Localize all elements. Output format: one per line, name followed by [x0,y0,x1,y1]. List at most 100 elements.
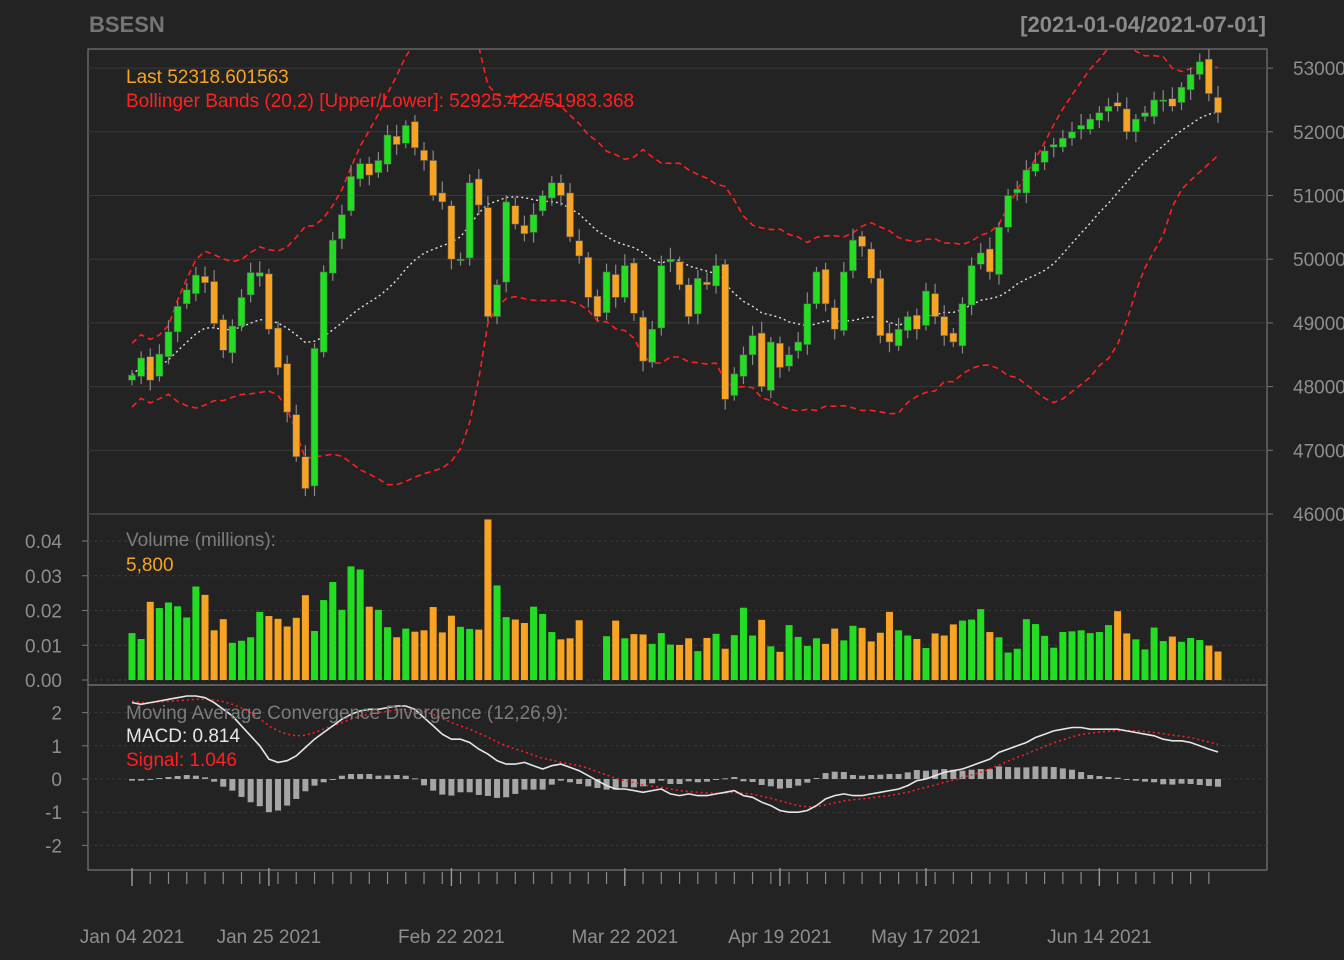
candle-body [1195,61,1204,75]
macd-histogram-bar [612,779,619,790]
volume-bar [867,641,875,680]
candle-body [255,272,264,277]
volume-bar [895,630,903,680]
volume-bar [384,627,392,680]
candle-body [1068,131,1076,139]
macd-histogram-bar [411,778,418,780]
macd-histogram-bar [886,774,893,779]
candle-body [392,135,401,145]
volume-label: Volume (millions): [126,530,276,551]
volume-bar [621,638,629,680]
volume-bar [1013,648,1021,680]
macd-histogram-bar [466,779,473,793]
candle-body [420,149,428,161]
candle-body [447,205,456,260]
candle-body [1132,118,1140,133]
candle-body [474,178,483,206]
macd-histogram-bar [521,779,528,790]
macd-histogram-bar [320,779,327,783]
candle-body [511,205,520,225]
macd-histogram-bar [265,779,272,813]
macd-histogram-bar [977,769,984,779]
candle-body [347,176,355,212]
volume-bar [1159,641,1167,680]
volume-bar [840,640,848,680]
macd-histogram-bar [1114,777,1121,779]
volume-bar [885,611,893,680]
macd-histogram-bar [1068,769,1075,779]
candle-body [922,290,930,326]
macd-histogram-bar [357,774,364,779]
macd-histogram-bar [849,775,856,779]
candle-body [894,328,903,347]
volume-bar [1196,640,1204,680]
candle-body [903,316,912,331]
chart-title: BSESN [89,12,165,37]
volume-bar [311,631,319,680]
candle-body [1122,108,1131,133]
candle-body [438,192,447,203]
volume-bar [1086,633,1094,680]
volume-bar [402,628,410,680]
volume-bar [283,626,291,680]
candle-body [821,269,830,305]
price-tick-label: 48000 [1293,378,1344,399]
macd-histogram-bar [448,779,455,796]
volume-bar [1168,636,1176,680]
candle-body [456,258,465,262]
volume-bar [1205,645,1213,680]
macd-histogram-bar [1096,776,1103,779]
candle-body [520,225,529,235]
macd-histogram-bar [630,779,637,788]
macd-histogram-bar [256,779,263,807]
macd-histogram-bar [402,775,409,779]
candle-body [748,335,757,356]
price-tick-label: 46000 [1293,505,1344,526]
x-tick-label: Jan 25 2021 [217,927,322,948]
macd-histogram-bar [603,779,610,790]
macd-histogram-bar [393,775,400,779]
macd-histogram-bar [539,779,546,790]
volume-bar [457,626,465,680]
macd-histogram-bar [147,779,154,780]
macd-histogram-bar [1105,777,1112,779]
macd-histogram-bar [348,774,355,779]
candle-body [1077,125,1085,130]
volume-bar [155,608,163,680]
volume-bar [393,637,401,680]
candle-body [155,353,164,377]
candle-body [274,327,282,368]
candle-body [858,235,866,247]
candle-body [201,276,209,284]
candle-body [684,284,693,317]
candle-body [319,271,328,353]
volume-bar [511,619,519,680]
volume-bar [429,607,437,680]
macd-histogram-bar [457,779,464,793]
volume-bar [493,585,501,680]
volume-bar [320,600,328,680]
x-tick-label: Jan 04 2021 [80,927,185,948]
macd-histogram-bar [932,769,939,779]
macd-histogram-bar [594,779,601,788]
volume-bar [703,637,711,680]
volume-bar [338,609,346,680]
volume-bar [1077,630,1085,680]
macd-histogram-bar [1059,768,1066,779]
macd-histogram-bar [831,771,838,779]
volume-bar [858,627,866,680]
macd-line [131,695,1219,813]
candle-body [1022,169,1031,194]
candle-body [575,240,583,257]
macd-histogram-bar [722,778,729,780]
volume-bar [822,643,830,680]
macd-histogram-bar [1160,779,1167,785]
macd-histogram-bar [804,779,811,783]
candle-body [1214,97,1222,113]
candle-body [840,271,848,331]
macd-histogram-bar [959,770,966,779]
volume-bar [347,566,355,680]
macd-histogram-bar [1041,766,1048,779]
macd-histogram-bar [913,770,920,779]
macd-tick-label: 1 [51,737,62,758]
